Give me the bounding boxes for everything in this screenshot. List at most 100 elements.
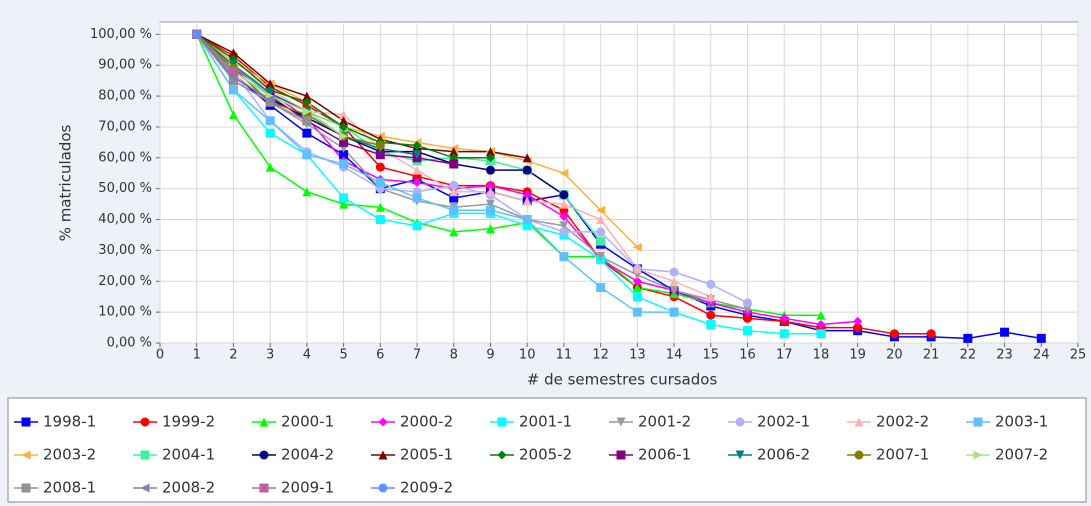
marker — [339, 150, 349, 160]
x-tick-label: 13 — [629, 348, 646, 363]
marker — [412, 150, 422, 160]
legend-marker — [497, 450, 507, 460]
legend-label: 2000-1 — [281, 413, 334, 431]
marker — [339, 199, 349, 209]
marker — [706, 279, 716, 289]
x-tick-label: 14 — [666, 348, 683, 363]
legend-label: 2009-2 — [400, 479, 453, 497]
x-tick-label: 0 — [156, 348, 164, 363]
marker — [596, 227, 606, 237]
marker — [485, 224, 495, 234]
series-line — [196, 33, 381, 147]
marker — [669, 286, 679, 296]
x-tick-label: 5 — [339, 348, 347, 363]
y-tick-label: 80,00 % — [98, 89, 152, 104]
x-tick-label: 24 — [1033, 348, 1050, 363]
marker — [559, 221, 569, 231]
series-line — [196, 33, 821, 335]
marker — [265, 79, 275, 89]
marker — [339, 193, 349, 203]
y-axis-title: % matriculados — [57, 124, 75, 241]
marker — [485, 181, 495, 191]
y-tick-label: 40,00 % — [98, 212, 152, 227]
marker — [743, 313, 753, 323]
marker — [375, 162, 385, 172]
legend-label: 2001-1 — [519, 413, 572, 431]
x-tick-label: 19 — [849, 348, 866, 363]
marker — [412, 140, 422, 150]
legend-label: 2005-2 — [519, 446, 572, 464]
marker — [706, 310, 716, 320]
legend-label: 2003-2 — [43, 446, 96, 464]
legend-marker — [378, 450, 388, 460]
marker — [632, 276, 642, 286]
marker — [669, 276, 679, 286]
marker — [302, 128, 312, 138]
marker — [853, 316, 863, 326]
marker — [779, 313, 789, 323]
marker — [559, 199, 569, 209]
marker — [449, 159, 459, 169]
marker — [485, 147, 495, 157]
marker — [412, 221, 422, 231]
legend-label: 2008-2 — [162, 479, 215, 497]
series-line — [196, 33, 748, 304]
legend-label: 2008-1 — [43, 479, 96, 497]
marker — [632, 292, 642, 302]
marker — [228, 48, 238, 58]
marker — [596, 252, 606, 262]
x-tick-label: 20 — [886, 348, 903, 363]
y-tick-label: 70,00 % — [98, 119, 152, 134]
y-tick-label: 50,00 % — [98, 181, 152, 196]
marker — [485, 187, 495, 197]
legend-label: 2009-1 — [281, 479, 334, 497]
y-tick-label: 90,00 % — [98, 58, 152, 73]
legend-label: 2006-1 — [638, 446, 691, 464]
x-tick-label: 1 — [193, 348, 201, 363]
legend-marker — [259, 483, 269, 493]
marker — [596, 282, 606, 292]
marker — [228, 85, 238, 95]
marker — [485, 165, 495, 175]
marker — [816, 319, 826, 329]
marker — [449, 193, 459, 203]
legend-label: 1998-1 — [43, 413, 96, 431]
marker — [265, 94, 275, 104]
legend-marker — [973, 450, 983, 460]
legend-label: 2007-2 — [995, 446, 1048, 464]
marker — [228, 66, 238, 76]
marker — [485, 153, 495, 163]
marker — [559, 211, 569, 221]
marker — [1000, 327, 1010, 337]
legend-marker — [21, 417, 31, 427]
marker — [449, 227, 459, 237]
series-line — [196, 33, 234, 72]
series-line — [196, 33, 675, 313]
marker — [265, 116, 275, 126]
marker — [265, 128, 275, 138]
marker — [853, 323, 863, 333]
x-tick-label: 3 — [266, 348, 274, 363]
legend-marker — [259, 417, 269, 427]
plot-area — [159, 21, 1079, 344]
legend-marker — [140, 483, 150, 493]
y-tick-label: 0,00 % — [107, 336, 152, 351]
marker — [559, 190, 569, 200]
marker — [265, 88, 275, 98]
legend-marker — [140, 417, 150, 427]
x-tick-label: 2 — [229, 348, 237, 363]
marker — [632, 242, 642, 252]
legend-label: 2000-2 — [400, 413, 453, 431]
marker — [302, 116, 312, 126]
marker — [706, 292, 716, 302]
marker — [449, 205, 459, 215]
legend-marker — [21, 483, 31, 493]
marker — [522, 153, 532, 163]
legend-marker — [735, 450, 745, 460]
marker — [375, 178, 385, 187]
legend-label: 2003-1 — [995, 413, 1048, 431]
marker — [375, 150, 385, 160]
marker — [926, 329, 936, 339]
y-tick-label: 100,00 % — [90, 27, 152, 42]
marker — [265, 162, 275, 172]
